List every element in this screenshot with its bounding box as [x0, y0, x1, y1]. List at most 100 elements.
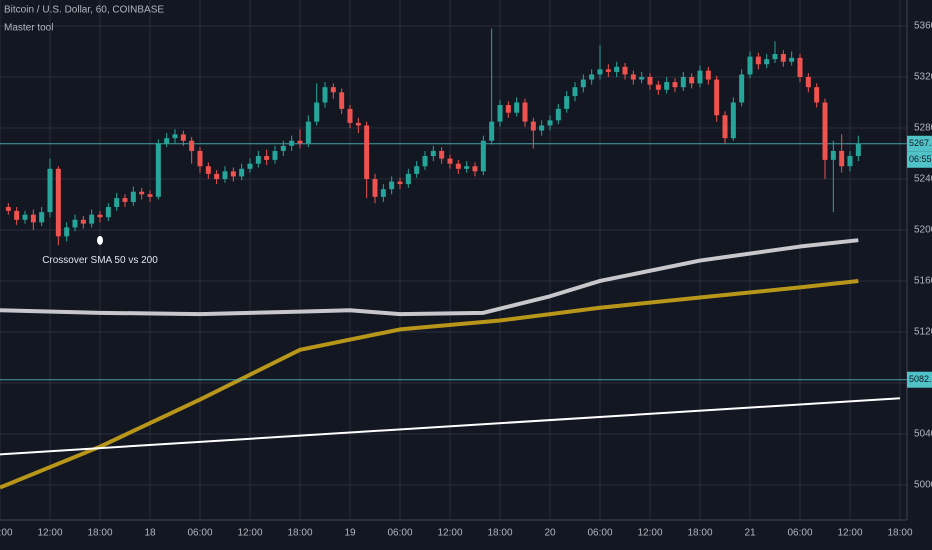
candle-body	[572, 87, 578, 97]
candle-body	[564, 96, 570, 109]
x-tick-label: 18	[144, 528, 156, 539]
candle-body	[822, 102, 828, 160]
candle-body	[539, 125, 545, 131]
x-tick-label: 12:00	[837, 528, 862, 539]
indicator-line	[0, 397, 901, 456]
candle-body	[297, 140, 303, 144]
candle-body	[814, 87, 820, 103]
x-tick-label: 06:00	[187, 528, 212, 539]
candle-body	[147, 194, 153, 197]
candle-body	[130, 191, 136, 202]
candle-body	[47, 168, 53, 213]
candle-body	[622, 66, 628, 75]
x-tick-label: 18:00	[87, 528, 112, 539]
x-tick-label: 21	[744, 528, 756, 539]
y-tick-label: 5040.00	[914, 429, 932, 440]
candle-body	[489, 121, 495, 141]
candle-body	[655, 84, 661, 90]
candle-body	[97, 214, 103, 218]
candle-body	[530, 121, 536, 131]
candle-body	[14, 210, 20, 220]
candle-body	[264, 156, 270, 160]
x-tick-label: 19	[344, 528, 356, 539]
candle-body	[364, 125, 370, 179]
y-tick-label: 5200.00	[914, 225, 932, 236]
candle-body	[180, 134, 186, 141]
candle-body	[372, 178, 378, 197]
candle-body	[480, 140, 486, 172]
candle-body	[114, 198, 120, 208]
candle-body	[30, 214, 36, 223]
x-tick-label: 06:00	[387, 528, 412, 539]
candle-body	[289, 140, 295, 146]
candle-body	[739, 74, 745, 103]
candle-body	[772, 54, 778, 60]
candle-body	[222, 171, 228, 179]
candle-body	[39, 212, 45, 223]
candle-body	[414, 166, 420, 174]
price-label: 5267.63	[909, 138, 932, 148]
candle-body	[322, 87, 328, 103]
y-tick-label: 5160.00	[914, 276, 932, 287]
candle-body	[805, 76, 811, 88]
candle-body	[314, 102, 320, 122]
candle-body	[664, 82, 670, 90]
candle-body	[380, 189, 386, 197]
x-tick-label: 18:00	[887, 528, 912, 539]
candle-body	[5, 207, 11, 211]
candle-body	[505, 105, 511, 113]
countdown-label: 06:55	[909, 154, 932, 164]
annotation-text: Crossover SMA 50 vs 200	[42, 255, 158, 266]
candle-body	[714, 79, 720, 116]
candle-body	[472, 166, 478, 172]
x-tick-label: 06:00	[587, 528, 612, 539]
candle-body	[555, 108, 561, 121]
candle-body	[847, 156, 853, 167]
candle-body	[589, 74, 595, 80]
countdown-box	[907, 151, 932, 168]
candle-body	[397, 181, 403, 185]
candle-body	[672, 82, 678, 88]
candle-body	[797, 57, 803, 77]
annotation-marker	[97, 235, 103, 245]
candle-body	[230, 171, 236, 177]
candle-body	[455, 163, 461, 169]
candle-body	[522, 102, 528, 122]
candle-body	[597, 69, 603, 75]
candle-body	[139, 191, 145, 195]
candle-body	[830, 150, 836, 160]
candle-body	[205, 166, 211, 174]
candle-body	[305, 121, 311, 144]
y-tick-label: 5280.00	[914, 123, 932, 134]
candle-body	[780, 54, 786, 62]
candle-body	[164, 138, 170, 144]
candle-body	[105, 207, 111, 218]
candle-body	[72, 219, 78, 228]
candle-body	[580, 79, 586, 88]
candle-body	[730, 102, 736, 139]
price-label-box	[907, 371, 932, 388]
candle-body	[422, 156, 428, 167]
indicator-line	[0, 238, 859, 317]
candle-body	[689, 76, 695, 84]
x-tick-label: 12:00	[237, 528, 262, 539]
candle-body	[605, 69, 611, 72]
candle-body	[447, 158, 453, 164]
candle-body	[705, 70, 711, 80]
candle-body	[239, 168, 245, 177]
candle-body	[255, 156, 261, 164]
candle-body	[639, 76, 645, 80]
candle-body	[55, 168, 61, 237]
x-tick-label: 20	[544, 528, 556, 539]
candle-body	[514, 102, 520, 113]
candle-body	[172, 134, 178, 139]
candle-body	[355, 122, 361, 126]
price-label-box	[907, 135, 932, 152]
candle-body	[155, 143, 161, 197]
candle-body	[547, 120, 553, 126]
candle-body	[680, 76, 686, 88]
candle-body	[789, 57, 795, 62]
x-tick-label: 18:00	[487, 528, 512, 539]
